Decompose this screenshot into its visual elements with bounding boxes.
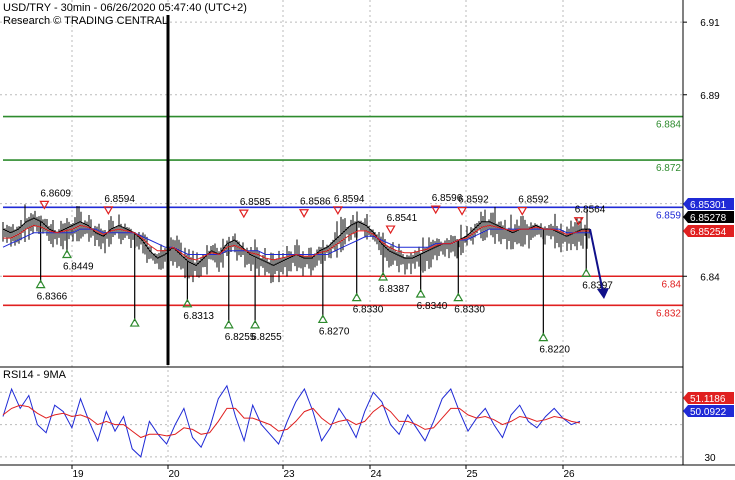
swing-low-label: 6.8340 [417,301,448,312]
swing-low-label: 6.8313 [183,311,214,322]
swing-high-label: 6.8592 [518,195,549,206]
swing-low-marker [415,288,426,298]
swing-low-label: 6.8387 [379,284,410,295]
level-label: 6.84 [662,279,682,290]
swing-low-marker [223,319,234,329]
rsi-title: RSI14 - 9MA [3,369,67,381]
y-tick-label: 6.91 [700,18,720,29]
level-label: 6.884 [656,120,681,131]
price-tag-label: 6.85254 [690,227,727,238]
x-tick-label: 26 [563,469,575,480]
swing-low-marker [129,317,140,327]
x-tick-label: 23 [283,469,295,480]
swing-low-marker [351,292,362,302]
level-label: 6.872 [656,163,681,174]
swing-low-label: 6.8330 [353,305,384,316]
level-label: 6.832 [656,308,681,319]
swing-high-marker [298,209,310,218]
swing-high-label: 6.8586 [300,197,331,208]
price-tag [683,198,734,210]
swing-low-label: 6.8220 [539,345,570,356]
price-tag-label: 6.85278 [690,213,727,224]
swing-markers: 6.8609 6.8594 6.8585 6.8586 6.85946.85416.85… [35,188,613,356]
swing-low-marker [581,268,592,277]
chart-subtitle: Research © TRADING CENTRAL [3,15,168,27]
swing-low-label: 6.8255 [251,332,282,343]
price-tag [683,405,734,417]
price-tags: 6.85301 6.85278 6.85254 51.1186 50.0922 [683,198,734,418]
swing-low-marker [453,292,464,302]
x-tick-label: 20 [168,469,180,480]
swing-high-marker [103,206,114,216]
x-tick-label: 24 [370,469,382,480]
swing-high-label: 6.8594 [334,194,365,205]
swing-low-label: 6.8366 [37,292,68,303]
swing-high-marker [39,200,50,210]
price-tag-label: 6.85301 [690,200,727,211]
price-tag-label: 50.0922 [690,407,727,418]
swing-low-label: 6.8449 [63,261,94,272]
swing-high-marker [517,206,528,216]
chart-title: USD/TRY - 30min - 06/26/2020 05:47:40 (U… [3,2,247,14]
swing-high-marker [457,206,468,216]
level-lines: 6.884 6.872 6.859 6.84 6.832 [3,115,683,319]
swing-low-marker [538,332,549,342]
price-tag [683,392,734,404]
y-tick-label: 6.84 [700,272,720,283]
forecast-arrow [589,228,609,300]
swing-low-label: 6.8255 [225,332,256,343]
forecast-arrow-shaft [589,228,604,293]
swing-low-marker [250,319,261,329]
x-tick-label: 25 [466,469,478,480]
swing-high-label: 6.8609 [40,188,71,199]
swing-high-marker [238,209,249,219]
rsi-ma-line [2,404,581,439]
swing-high-label: 6.8541 [387,213,418,224]
swing-low-marker [182,298,193,308]
y-tick-label: 6.89 [700,91,720,102]
x-tick-label: 19 [72,469,84,480]
level-label: 6.859 [656,210,681,221]
rsi-grid [0,391,683,458]
rsi-line [2,384,581,458]
rsi-y-tick-label: 30 [704,453,716,464]
swing-high-label: 6.8564 [575,205,606,216]
swing-low-label: 6.8270 [319,326,350,337]
swing-low-marker [378,271,389,281]
swing-high-marker [385,225,396,235]
swing-high-label: 6.8594 [104,194,135,205]
price-tag [683,225,734,237]
price-tag-label: 51.1186 [690,394,726,405]
forecast-arrow-head [597,288,609,300]
swing-high-label: 6.8596 [432,193,463,204]
swing-high-marker [332,206,343,216]
swing-low-marker [35,279,46,289]
swing-high-marker [430,205,441,215]
price-tag [683,211,734,223]
price-moving-average-red [3,224,590,261]
swing-high-marker [573,217,584,226]
swing-low-marker [317,314,328,324]
swing-low-label: 6.8330 [454,305,485,316]
swing-high-label: 6.8592 [458,195,489,206]
swing-low-label: 6.8397 [582,280,613,291]
swing-high-label: 6.8585 [240,197,271,208]
swing-low-marker [61,249,73,259]
